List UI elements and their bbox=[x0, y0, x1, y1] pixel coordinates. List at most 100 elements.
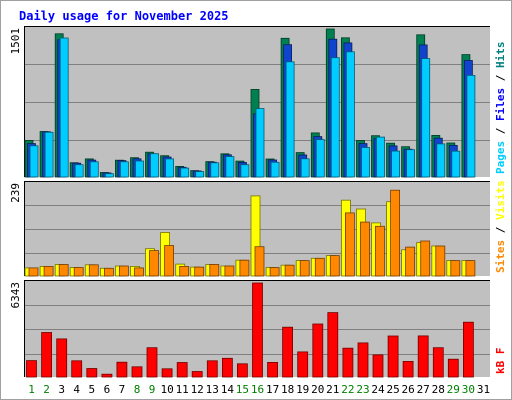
bar-pages-day-26 bbox=[406, 149, 416, 178]
bar-sites-day-21 bbox=[329, 255, 340, 277]
bar-kb-day-30 bbox=[462, 321, 474, 378]
legend-part-2: Visits bbox=[494, 180, 507, 220]
bar-sites-day-19 bbox=[299, 260, 310, 277]
bar-kb-day-27 bbox=[417, 335, 429, 378]
bar-sites-day-15 bbox=[239, 259, 250, 277]
legend-part-1: / bbox=[494, 220, 507, 240]
bar-pages-day-10 bbox=[165, 158, 175, 178]
legend-part-1: / bbox=[494, 121, 507, 141]
bar-pages-day-29 bbox=[451, 150, 461, 178]
day-label-5: 5 bbox=[88, 383, 95, 396]
bar-kb-day-25 bbox=[387, 335, 399, 378]
bar-sites-day-29 bbox=[450, 260, 461, 277]
day-label-10: 10 bbox=[160, 383, 173, 396]
bar-sites-day-2 bbox=[43, 265, 54, 277]
bar-pages-day-17 bbox=[270, 161, 280, 178]
bar-sites-day-18 bbox=[284, 264, 295, 277]
bar-sites-day-1 bbox=[28, 267, 39, 277]
day-label-28: 28 bbox=[432, 383, 445, 396]
bar-sites-day-14 bbox=[224, 265, 235, 277]
bar-sites-day-24 bbox=[375, 225, 385, 277]
day-label-3: 3 bbox=[58, 383, 65, 396]
y-max-label-pages-files-hits: 1501 bbox=[9, 28, 22, 55]
bar-kb-day-26 bbox=[402, 360, 414, 378]
bar-kb-day-6 bbox=[101, 373, 113, 378]
bar-kb-day-13 bbox=[206, 360, 218, 378]
day-label-23: 23 bbox=[356, 383, 369, 396]
day-label-30: 30 bbox=[462, 383, 475, 396]
panel-kbytes: 6343 kB F bbox=[9, 280, 507, 378]
series-legend-kbytes: kB F bbox=[494, 348, 507, 375]
bar-sites-day-26 bbox=[405, 246, 416, 277]
day-label-26: 26 bbox=[401, 383, 414, 396]
bar-kb-day-9 bbox=[146, 347, 158, 378]
day-label-22: 22 bbox=[341, 383, 354, 396]
day-label-13: 13 bbox=[206, 383, 219, 396]
bar-kb-day-10 bbox=[161, 368, 173, 378]
bar-kb-day-2 bbox=[41, 332, 52, 378]
bar-kb-day-18 bbox=[282, 326, 294, 378]
bar-sites-day-17 bbox=[269, 267, 280, 277]
bar-pages-day-30 bbox=[466, 75, 476, 178]
bar-kb-day-14 bbox=[221, 357, 233, 378]
bar-pages-day-25 bbox=[391, 150, 401, 178]
panel-sites-visits: 239 Sites / Visits bbox=[9, 180, 507, 277]
series-legend-pages-files-hits: Pages / Files / Hits bbox=[494, 42, 507, 175]
bar-kb-day-5 bbox=[86, 368, 98, 378]
bar-kb-day-16 bbox=[252, 282, 263, 378]
bar-pages-day-21 bbox=[330, 57, 340, 178]
day-label-31: 31 bbox=[477, 383, 490, 396]
bar-sites-day-6 bbox=[104, 267, 114, 277]
day-label-7: 7 bbox=[119, 383, 126, 396]
bar-pages-day-16 bbox=[255, 108, 265, 178]
bar-sites-day-23 bbox=[360, 221, 370, 277]
bar-pages-day-11 bbox=[180, 167, 190, 178]
bar-pages-day-1 bbox=[29, 145, 39, 178]
day-label-2: 2 bbox=[43, 383, 50, 396]
bar-sites-day-25 bbox=[390, 189, 401, 277]
day-label-1: 1 bbox=[28, 383, 35, 396]
bar-sites-day-7 bbox=[119, 265, 129, 277]
bar-sites-day-28 bbox=[435, 245, 446, 277]
bar-kb-day-11 bbox=[176, 362, 188, 378]
bar-kb-day-24 bbox=[372, 354, 384, 378]
day-label-20: 20 bbox=[311, 383, 324, 396]
bar-kb-day-19 bbox=[297, 351, 309, 378]
bar-kb-day-23 bbox=[357, 342, 369, 378]
bar-pages-day-27 bbox=[421, 58, 431, 178]
bar-pages-day-5 bbox=[89, 161, 99, 178]
bar-kb-day-1 bbox=[26, 360, 37, 378]
chart-title: Daily usage for November 2025 bbox=[19, 9, 229, 23]
legend-part-0: Sites bbox=[494, 240, 507, 273]
bar-sites-day-8 bbox=[134, 267, 144, 277]
bar-pages-day-20 bbox=[315, 139, 325, 178]
day-label-14: 14 bbox=[221, 383, 235, 396]
bar-kb-day-4 bbox=[71, 360, 83, 378]
bar-kb-day-8 bbox=[131, 366, 143, 378]
bar-pages-day-2 bbox=[44, 131, 54, 178]
bar-pages-day-6 bbox=[105, 173, 114, 178]
bar-kb-day-29 bbox=[447, 358, 459, 378]
day-label-16: 16 bbox=[251, 383, 264, 396]
bar-pages-day-3 bbox=[59, 37, 69, 178]
bar-kb-day-12 bbox=[191, 371, 203, 378]
bar-kb-day-17 bbox=[267, 361, 279, 378]
bar-sites-day-27 bbox=[420, 240, 431, 277]
bar-sites-day-3 bbox=[58, 264, 69, 277]
bar-pages-day-15 bbox=[240, 164, 250, 178]
bar-pages-day-8 bbox=[135, 160, 144, 178]
bar-kb-day-15 bbox=[236, 363, 248, 378]
panel-pages-files-hits: 1501 Pages / Files / Hits bbox=[9, 26, 507, 178]
day-label-15: 15 bbox=[236, 383, 249, 396]
bar-kb-day-3 bbox=[56, 338, 68, 378]
bar-pages-day-22 bbox=[345, 51, 355, 178]
bar-sites-day-9 bbox=[149, 250, 159, 277]
bar-pages-day-12 bbox=[195, 171, 205, 178]
y-max-label-kbytes: 6343 bbox=[9, 282, 22, 309]
bar-kb-day-20 bbox=[312, 323, 324, 378]
chart-panels: 1501 Pages / Files / Hits 239 Sites / Visit… bbox=[9, 26, 507, 378]
day-label-29: 29 bbox=[447, 383, 460, 396]
bar-kb-day-22 bbox=[342, 347, 354, 378]
legend-part-0: kB F bbox=[494, 348, 507, 375]
